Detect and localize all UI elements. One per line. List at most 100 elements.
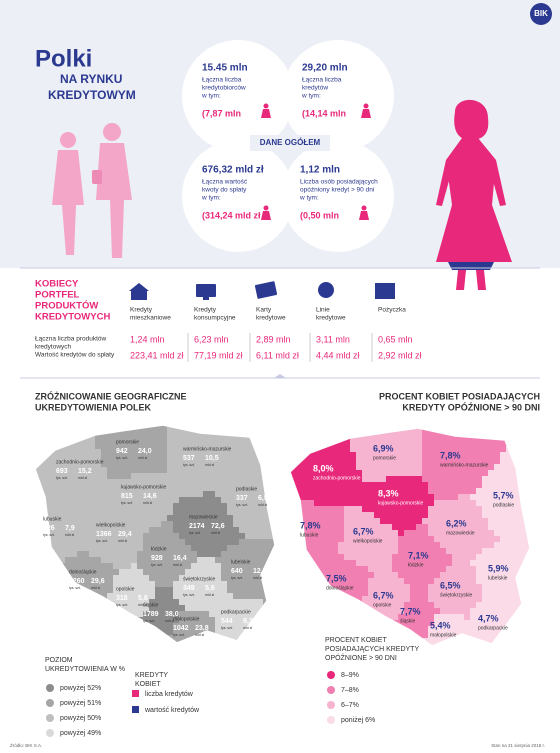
region-cell (404, 518, 411, 525)
region-cell (71, 533, 78, 540)
region-cell (470, 632, 477, 639)
region-cell (530, 440, 536, 446)
region-cell (488, 530, 495, 537)
region-cell (338, 458, 345, 465)
region-cell (464, 476, 471, 483)
region-cell (458, 584, 465, 591)
region-cell (107, 437, 114, 444)
region-cell (494, 626, 501, 633)
region-cell (89, 455, 96, 462)
region-cell (458, 494, 465, 501)
region-cell (440, 458, 447, 465)
region-cell (269, 503, 275, 510)
region-cell (257, 491, 264, 498)
region-cell (398, 518, 405, 525)
region-cell (47, 521, 54, 528)
region-cell (404, 596, 411, 603)
region-cell (95, 437, 102, 444)
region-cell (524, 476, 530, 483)
legend-title: KREDYTY (135, 672, 168, 679)
region-cell (446, 608, 453, 615)
region-cell (59, 485, 66, 492)
region-cell (119, 641, 126, 643)
region-cell (446, 554, 453, 561)
region-cell (398, 638, 405, 645)
region-cell (179, 473, 186, 480)
region-cell (380, 518, 387, 525)
region-cell (446, 560, 453, 567)
region-cell (179, 527, 186, 534)
region-cell (239, 491, 246, 498)
region-cell (404, 578, 411, 585)
region-cell (512, 494, 519, 501)
region-cell (191, 545, 198, 552)
region-cell (386, 596, 393, 603)
region-cell (434, 536, 441, 543)
region-cell (113, 563, 120, 570)
region-cell (422, 452, 429, 459)
region-cell (233, 563, 240, 570)
region-cell (167, 461, 174, 468)
region-cell (95, 575, 102, 582)
region-cell (410, 542, 417, 549)
center-label: DANE OGÓŁEM (260, 138, 321, 147)
region-cell (470, 494, 477, 501)
region-cell (143, 545, 150, 552)
region-cell (113, 641, 120, 643)
region-cell (101, 635, 108, 642)
region-cell (404, 584, 411, 591)
region-cell (107, 431, 114, 438)
region-cell (113, 611, 120, 618)
region-cell (101, 503, 108, 510)
region-cell (41, 473, 48, 480)
region-cell (302, 620, 309, 627)
region-cell (137, 593, 144, 600)
region-cell (59, 461, 66, 468)
region-cell (95, 599, 102, 606)
region-cell (344, 536, 351, 543)
region-name: podlaskie (236, 486, 257, 492)
region-cell (233, 641, 240, 643)
region-cell (269, 509, 275, 516)
region-cell (476, 470, 483, 477)
region-cell (314, 524, 321, 531)
region-cell (191, 485, 198, 492)
region-cell (320, 494, 327, 501)
region-cell (119, 563, 126, 570)
region-cell (89, 467, 96, 474)
unit: tys. szt. (116, 603, 128, 607)
region-cell (392, 536, 399, 543)
legend-label: powyżej 52% (60, 685, 101, 692)
region-cell (143, 521, 150, 528)
region-cell (125, 563, 132, 570)
region-cell (167, 449, 174, 456)
region-cell (392, 518, 399, 525)
region-cell (422, 554, 429, 561)
region-cell (239, 527, 246, 534)
region-cell (524, 572, 530, 579)
region-cell (179, 455, 186, 462)
region-cell (446, 446, 453, 453)
region-cell (77, 497, 84, 504)
region-cell (302, 614, 309, 621)
region-cell (209, 437, 216, 444)
region-cell (275, 443, 281, 449)
region-cell (344, 494, 351, 501)
portfolio-title: KOBIECY (35, 279, 79, 290)
region-cell (143, 431, 150, 438)
region-cell (71, 635, 78, 642)
region-cell (173, 581, 180, 588)
region-cell (125, 455, 132, 462)
product-icons (129, 281, 395, 300)
region-cell (368, 434, 375, 441)
region-cell (524, 470, 530, 477)
region-cell (446, 512, 453, 519)
region-cell (275, 509, 281, 515)
region-cell (482, 632, 489, 639)
region-cell (302, 644, 309, 646)
region-cell (269, 593, 275, 600)
region-cell (440, 560, 447, 567)
region-cell (65, 605, 72, 612)
region-cell (257, 545, 264, 552)
region-cell (392, 470, 399, 477)
